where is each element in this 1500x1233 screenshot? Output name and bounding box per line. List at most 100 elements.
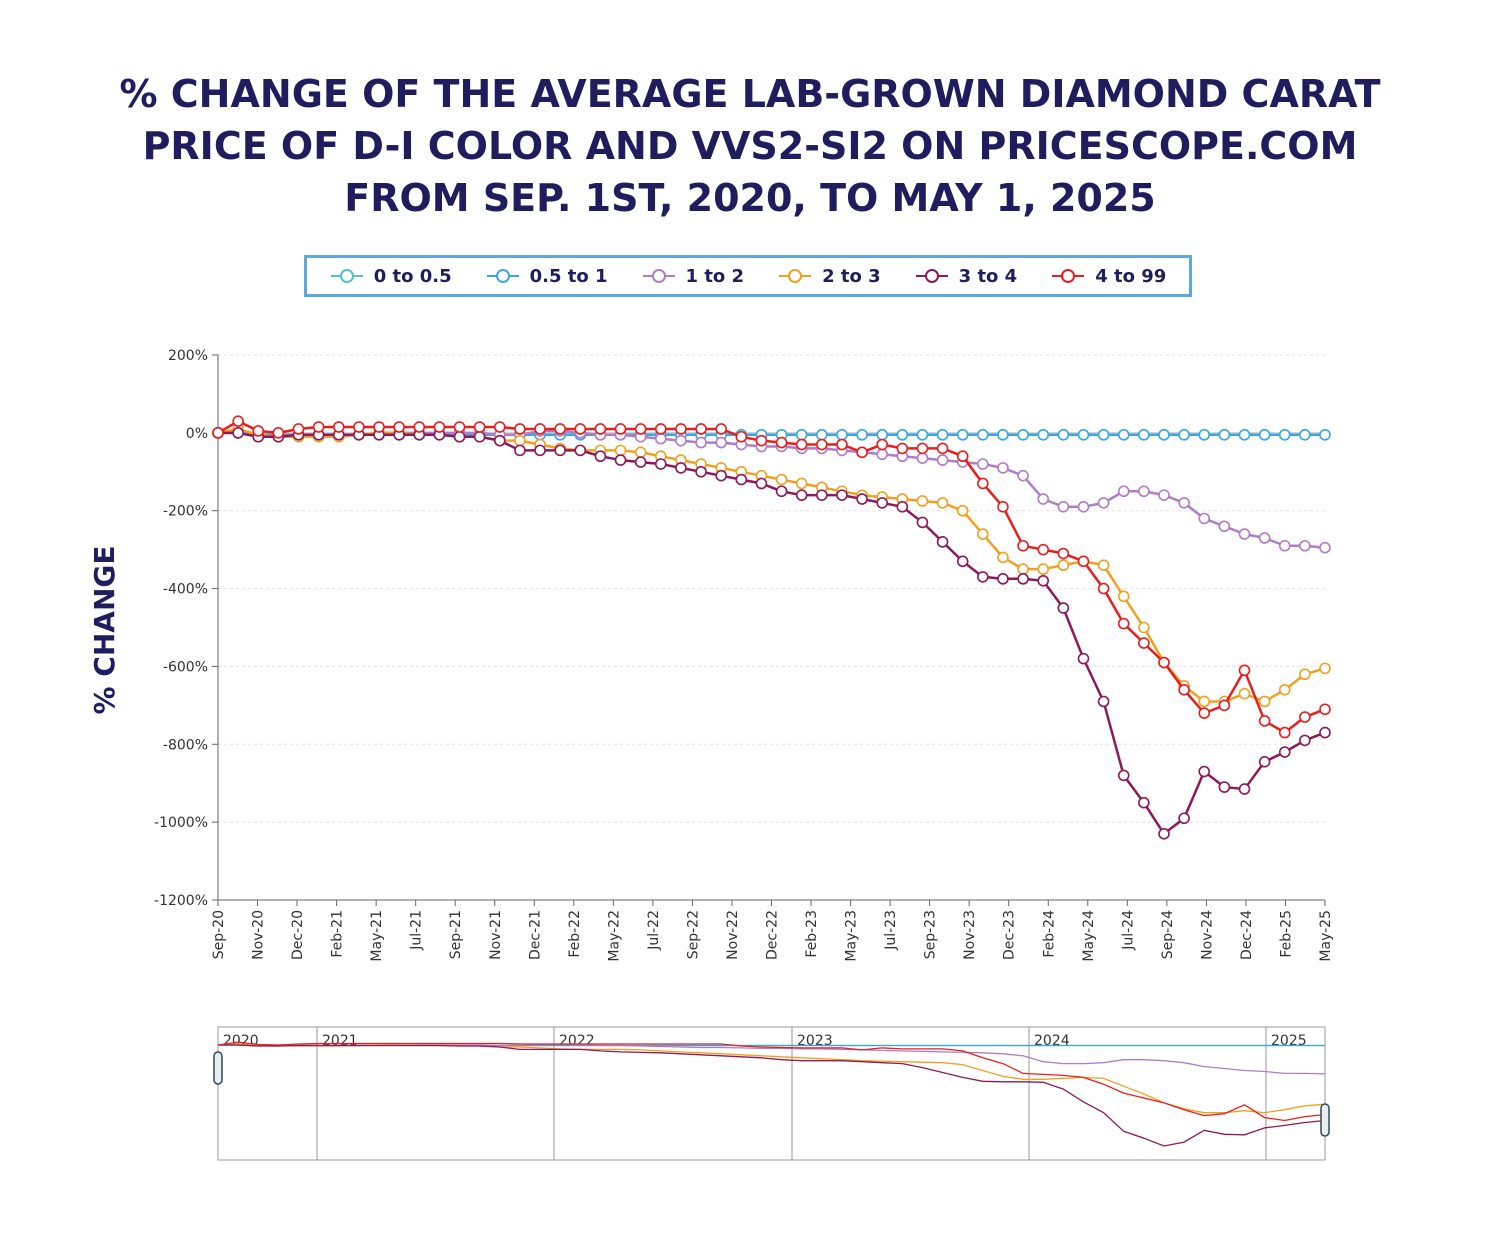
data-point[interactable] [936,536,949,548]
data-point[interactable] [775,473,788,486]
data-point[interactable] [1278,746,1291,758]
data-point[interactable] [916,429,929,441]
data-point[interactable] [1258,756,1271,768]
data-point[interactable] [1178,429,1190,441]
data-point[interactable] [675,434,687,447]
data-point[interactable] [1238,429,1251,441]
data-point[interactable] [1017,573,1029,585]
data-point[interactable] [936,497,949,509]
data-point[interactable] [795,429,808,441]
data-point[interactable] [453,421,466,433]
data-point[interactable] [1057,602,1070,614]
data-point[interactable] [1138,429,1150,441]
data-point[interactable] [514,444,526,457]
data-point[interactable] [1117,429,1130,441]
data-point[interactable] [997,573,1009,585]
data-point[interactable] [675,462,687,474]
data-point[interactable] [1198,429,1211,441]
data-point[interactable] [1037,543,1050,556]
data-point[interactable] [292,423,305,435]
data-point[interactable] [956,450,969,463]
data-point[interactable] [534,423,546,435]
data-point[interactable] [473,430,486,443]
data-point[interactable] [1178,497,1190,509]
data-point[interactable] [1278,726,1291,739]
data-point[interactable] [232,427,244,439]
data-point[interactable] [876,497,889,509]
data-point[interactable] [1158,656,1170,669]
legend-item[interactable]: 2 to 3 [778,266,881,287]
data-point[interactable] [1158,429,1170,441]
data-point[interactable] [1017,469,1029,482]
data-point[interactable] [232,415,244,427]
data-point[interactable] [554,423,566,435]
data-point[interactable] [1198,707,1211,719]
data-point[interactable] [1057,547,1070,560]
data-point[interactable] [252,425,265,437]
data-point[interactable] [1077,501,1090,513]
data-point[interactable] [916,516,929,529]
data-point[interactable] [715,436,727,449]
data-point[interactable] [1037,429,1050,441]
data-point[interactable] [956,504,969,517]
data-point[interactable] [977,528,989,540]
data-point[interactable] [1218,781,1231,793]
data-point[interactable] [1299,539,1311,552]
data-point[interactable] [594,423,607,435]
data-point[interactable] [1319,541,1331,554]
data-point[interactable] [695,465,707,478]
data-point[interactable] [816,489,828,501]
data-point[interactable] [876,448,889,461]
data-point[interactable] [1097,429,1110,441]
data-point[interactable] [1258,695,1271,708]
data-point[interactable] [775,485,788,498]
navigator-left-handle[interactable] [213,1051,223,1085]
data-point[interactable] [795,438,808,451]
data-point[interactable] [1238,528,1251,540]
data-point[interactable] [413,421,426,433]
data-point[interactable] [1117,769,1130,782]
data-point[interactable] [1158,828,1170,840]
data-point[interactable] [634,423,647,435]
data-point[interactable] [856,446,868,459]
data-point[interactable] [876,438,889,451]
data-point[interactable] [433,421,446,433]
data-point[interactable] [936,429,949,441]
data-point[interactable] [675,423,687,435]
data-point[interactable] [1238,687,1251,700]
data-point[interactable] [1017,539,1029,552]
data-point[interactable] [1097,497,1110,509]
data-point[interactable] [1117,617,1130,630]
data-point[interactable] [1278,539,1291,552]
data-point[interactable] [654,458,667,470]
data-point[interactable] [393,421,405,433]
data-point[interactable] [1138,485,1150,498]
data-point[interactable] [856,429,868,441]
data-point[interactable] [755,477,768,490]
data-point[interactable] [936,454,949,466]
data-point[interactable] [735,430,748,443]
data-point[interactable] [1258,532,1271,544]
data-point[interactable] [977,429,989,441]
data-point[interactable] [1299,429,1311,441]
data-point[interactable] [1077,429,1090,441]
data-point[interactable] [332,421,345,433]
data-point[interactable] [614,423,627,435]
data-point[interactable] [272,427,285,439]
data-point[interactable] [836,489,848,501]
data-point[interactable] [916,495,929,507]
data-point[interactable] [977,477,989,490]
data-point[interactable] [1138,637,1150,649]
legend-item[interactable]: 3 to 4 [915,266,1017,287]
data-point[interactable] [695,423,707,435]
legend-item[interactable]: 1 to 2 [642,266,744,287]
data-point[interactable] [1238,783,1251,795]
data-point[interactable] [1017,563,1029,575]
data-point[interactable] [735,473,748,486]
data-point[interactable] [715,423,727,435]
data-point[interactable] [1077,652,1090,665]
data-point[interactable] [856,493,868,505]
data-point[interactable] [1299,711,1311,723]
data-point[interactable] [1097,695,1110,708]
data-point[interactable] [1077,555,1090,568]
